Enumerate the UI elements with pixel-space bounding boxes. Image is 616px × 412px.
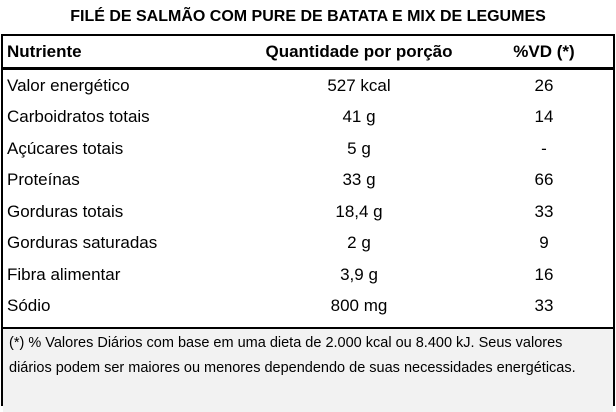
table-row: Fibra alimentar 3,9 g 16 <box>3 259 613 291</box>
table-cell: 9 <box>539 233 549 253</box>
table-cell: 33 <box>534 201 554 221</box>
table-cell: 3,9 g <box>340 264 378 284</box>
table-row: Valor energético 527 kcal 26 <box>3 69 613 102</box>
table-row: Carboidratos totais 41 g 14 <box>3 102 613 134</box>
table-cell: 527 kcal <box>327 75 391 95</box>
table-cell: 18,4 g <box>335 201 383 221</box>
table-cell: 5 g <box>347 138 371 158</box>
table-cell: 33 <box>534 296 554 316</box>
table-cell: 33 g <box>342 170 376 190</box>
table-cell: Fibra alimentar <box>7 264 121 284</box>
table-cell: Proteínas <box>7 170 80 190</box>
nutrition-table: Nutriente Quantidade por porção %VD (*) Va… <box>1 34 615 412</box>
table-row: Gorduras saturadas 2 g 9 <box>3 228 613 260</box>
title: FILÉ DE SALMÃO COM PURE DE BATATA E MIX … <box>70 8 546 25</box>
footnote: (*) % Valores Diários com base em uma di… <box>3 327 613 412</box>
table-cell: 14 <box>534 107 554 127</box>
header-row: Nutriente Quantidade por porção %VD (*) <box>3 36 613 70</box>
table-cell: Carboidratos totais <box>7 107 150 127</box>
table-row: Sódio 800 mg 33 <box>3 291 613 323</box>
table-cell: 2 g <box>347 233 371 253</box>
table-cell: Gorduras saturadas <box>7 233 158 253</box>
table-row: Açúcares totais 5 g - <box>3 133 613 165</box>
table-cell: - <box>541 138 547 158</box>
table-cell: 26 <box>534 75 554 95</box>
table-cell: Valor energético <box>7 75 130 95</box>
table-body: Valor energético 527 kcal 26 Carboidratos t… <box>3 69 613 323</box>
table: Nutriente Quantidade por porção %VD (*) Va… <box>3 36 613 322</box>
table-cell: 41 g <box>342 107 376 127</box>
header-cell: Nutriente <box>3 36 243 70</box>
table-cell: Sódio <box>7 296 51 316</box>
table-cell: 66 <box>534 170 554 190</box>
table-row: Gorduras totais 18,4 g 33 <box>3 196 613 228</box>
table-cell: 800 mg <box>330 296 388 316</box>
table-row: Proteínas 33 g 66 <box>3 165 613 197</box>
table-cell: Gorduras totais <box>7 201 124 221</box>
table-cell: 16 <box>534 264 554 284</box>
header-cell: %VD (*) <box>475 36 613 70</box>
table-cell: Açúcares totais <box>7 138 124 158</box>
header-cell: Quantidade por porção <box>243 36 475 70</box>
